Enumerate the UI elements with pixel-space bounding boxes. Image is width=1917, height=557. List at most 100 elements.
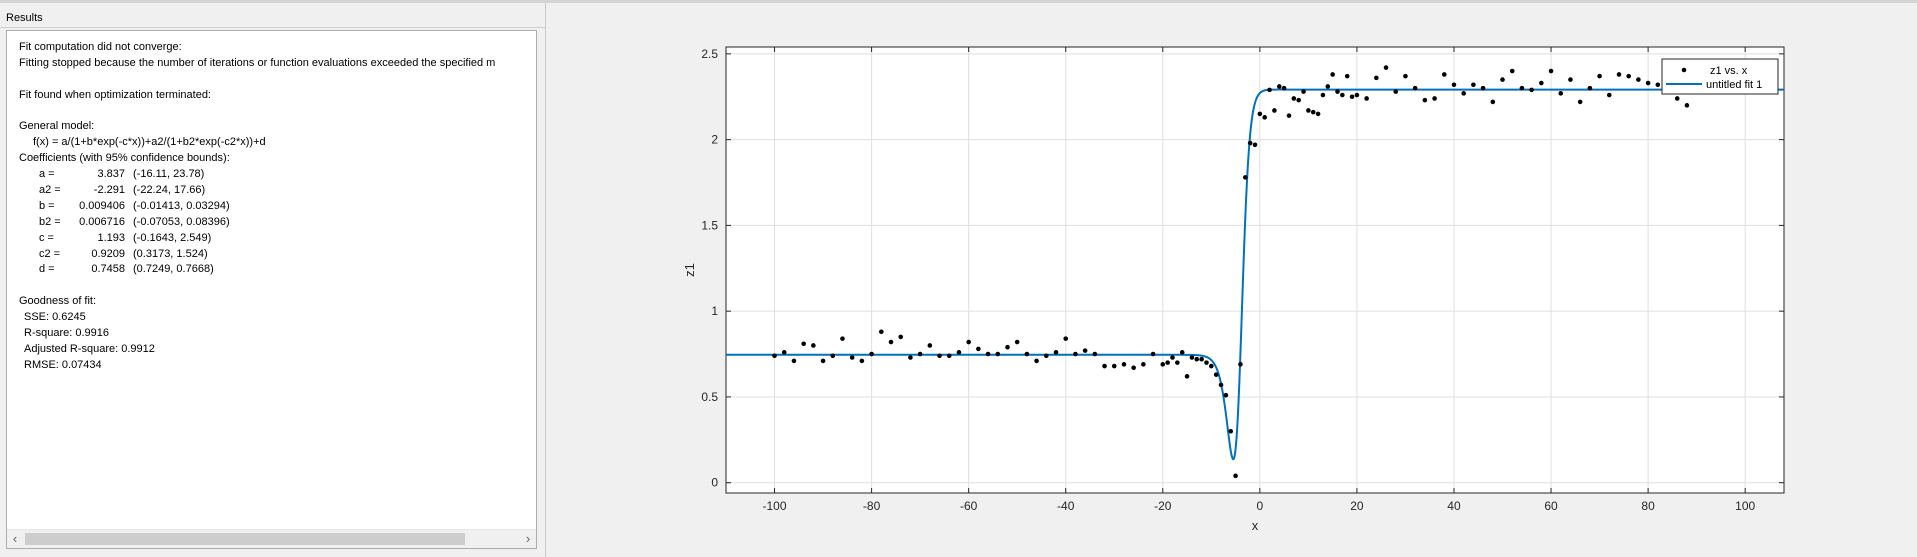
data-point [1121,362,1127,367]
data-point [1461,91,1466,96]
data-point [1204,360,1209,365]
x-tick-label: 60 [1544,499,1558,513]
data-point [869,351,874,357]
coefficient-value: -2.291 [93,184,125,197]
y-tick-label: 0.5 [701,390,718,404]
data-point [1587,85,1593,91]
data-point [1539,80,1544,86]
coefficient-value: 0.7458 [91,263,125,276]
legend-entry-data: z1 vs. x [1710,65,1748,77]
coefficient-value: 0.9209 [91,247,125,260]
data-point [830,353,836,359]
data-point [1184,374,1190,379]
data-point [1073,351,1078,357]
data-point [859,358,865,364]
data-point [1014,339,1020,345]
legend-entry-fit: untitled fit 1 [1706,79,1762,91]
data-point [1189,355,1195,360]
gof-sse: SSE: 0.6245 [24,311,86,324]
data-point [1092,351,1098,357]
data-point [1529,87,1534,93]
gof-rmse: RMSE: 0.07434 [24,358,102,371]
data-point [1349,94,1355,100]
data-point [1480,85,1486,91]
model-equation: f(x) = a/(1+b*exp(-c*x))+a2/(1+b2*exp(-c… [33,136,266,149]
data-point [1199,356,1204,362]
coefficient-bounds: (0.7249, 0.7668) [133,263,214,276]
fit-status-text: Fit computation did not converge: [19,41,182,53]
data-point [1490,99,1496,105]
fit-plot[interactable]: -100 -80 -60 -40 -20 0 20 40 60 80 100 0 0.5 1 1.5 2 2.5… [546,3,1917,557]
data-point [1102,363,1107,369]
results-text-area[interactable]: Fit computation did not converge: Fittin… [6,30,537,549]
data-point [1577,99,1583,105]
x-axis-label: x [1252,518,1259,533]
legend-box[interactable] [1661,58,1779,95]
scrollbar-thumb[interactable] [25,533,465,545]
data-point [898,334,904,340]
blank-line [19,104,536,120]
data-point [1403,73,1408,79]
data-point [1160,362,1166,367]
coefficient-value: 1.193 [97,231,125,244]
data-point [1500,77,1505,82]
gof-header: Goodness of fit: [19,295,97,308]
data-point [1340,92,1345,98]
data-point [995,351,1001,357]
results-panel: Results Fit computation did not converge… [0,3,545,557]
data-point [1441,72,1447,77]
data-point [1194,356,1200,362]
coefficient-row: d = 0.7458 (0.7249, 0.7668) [19,262,536,278]
panel-divider [0,27,545,28]
data-point [976,346,981,352]
coefficient-name: a2 = [39,184,61,197]
data-point [1223,392,1229,398]
coefficient-value: 3.837 [97,168,125,181]
panel-splitter[interactable] [545,3,546,557]
data-point [1597,73,1602,79]
data-point [1141,362,1146,367]
data-point [879,329,884,335]
coefficient-name: b2 = [39,215,61,228]
data-point [1451,82,1457,88]
coefficient-row: c = 1.193 (-0.1643, 2.549) [19,231,536,247]
data-point [1320,92,1326,98]
x-tick-label: 20 [1350,499,1364,513]
data-point [1558,91,1564,96]
data-point [1252,142,1258,148]
data-point [946,353,952,359]
data-point [1150,351,1156,357]
coefficient-row: b = 0.009406 (-0.01413, 0.03294) [19,199,536,215]
data-point [966,339,971,345]
data-point [1131,365,1136,371]
x-tick-label: -60 [960,499,978,513]
data-point [1276,84,1282,89]
scroll-right-icon[interactable]: › [525,531,531,546]
data-point [1218,382,1224,388]
coefficient-bounds: (-0.01413, 0.03294) [133,199,230,212]
data-point [1616,72,1622,77]
blank-line [19,278,536,294]
data-point [1315,111,1321,117]
data-point [781,350,787,355]
x-tick-label: 0 [1257,499,1264,513]
data-point [1257,111,1263,117]
data-point [1330,72,1335,77]
data-point [1247,140,1253,146]
data-point [1238,362,1243,367]
data-point [908,355,913,360]
coefficient-bounds: (-0.07053, 0.08396) [133,215,230,228]
axes-box [725,46,1785,494]
coefficient-bounds: (-16.11, 23.78) [133,168,205,181]
data-point [1170,355,1175,360]
plot-area[interactable] [726,47,1784,493]
scroll-left-icon[interactable]: ‹ [12,531,18,546]
gof-rsquare: R-square: 0.9916 [24,327,109,340]
results-content: Fit computation did not converge: Fittin… [19,40,536,528]
coefficient-bounds: (-22.24, 17.66) [133,184,206,197]
horizontal-scrollbar[interactable]: ‹ › [7,529,536,548]
data-point [1354,92,1360,98]
data-point [1548,68,1554,74]
data-point [772,353,777,359]
data-point [1344,73,1350,79]
